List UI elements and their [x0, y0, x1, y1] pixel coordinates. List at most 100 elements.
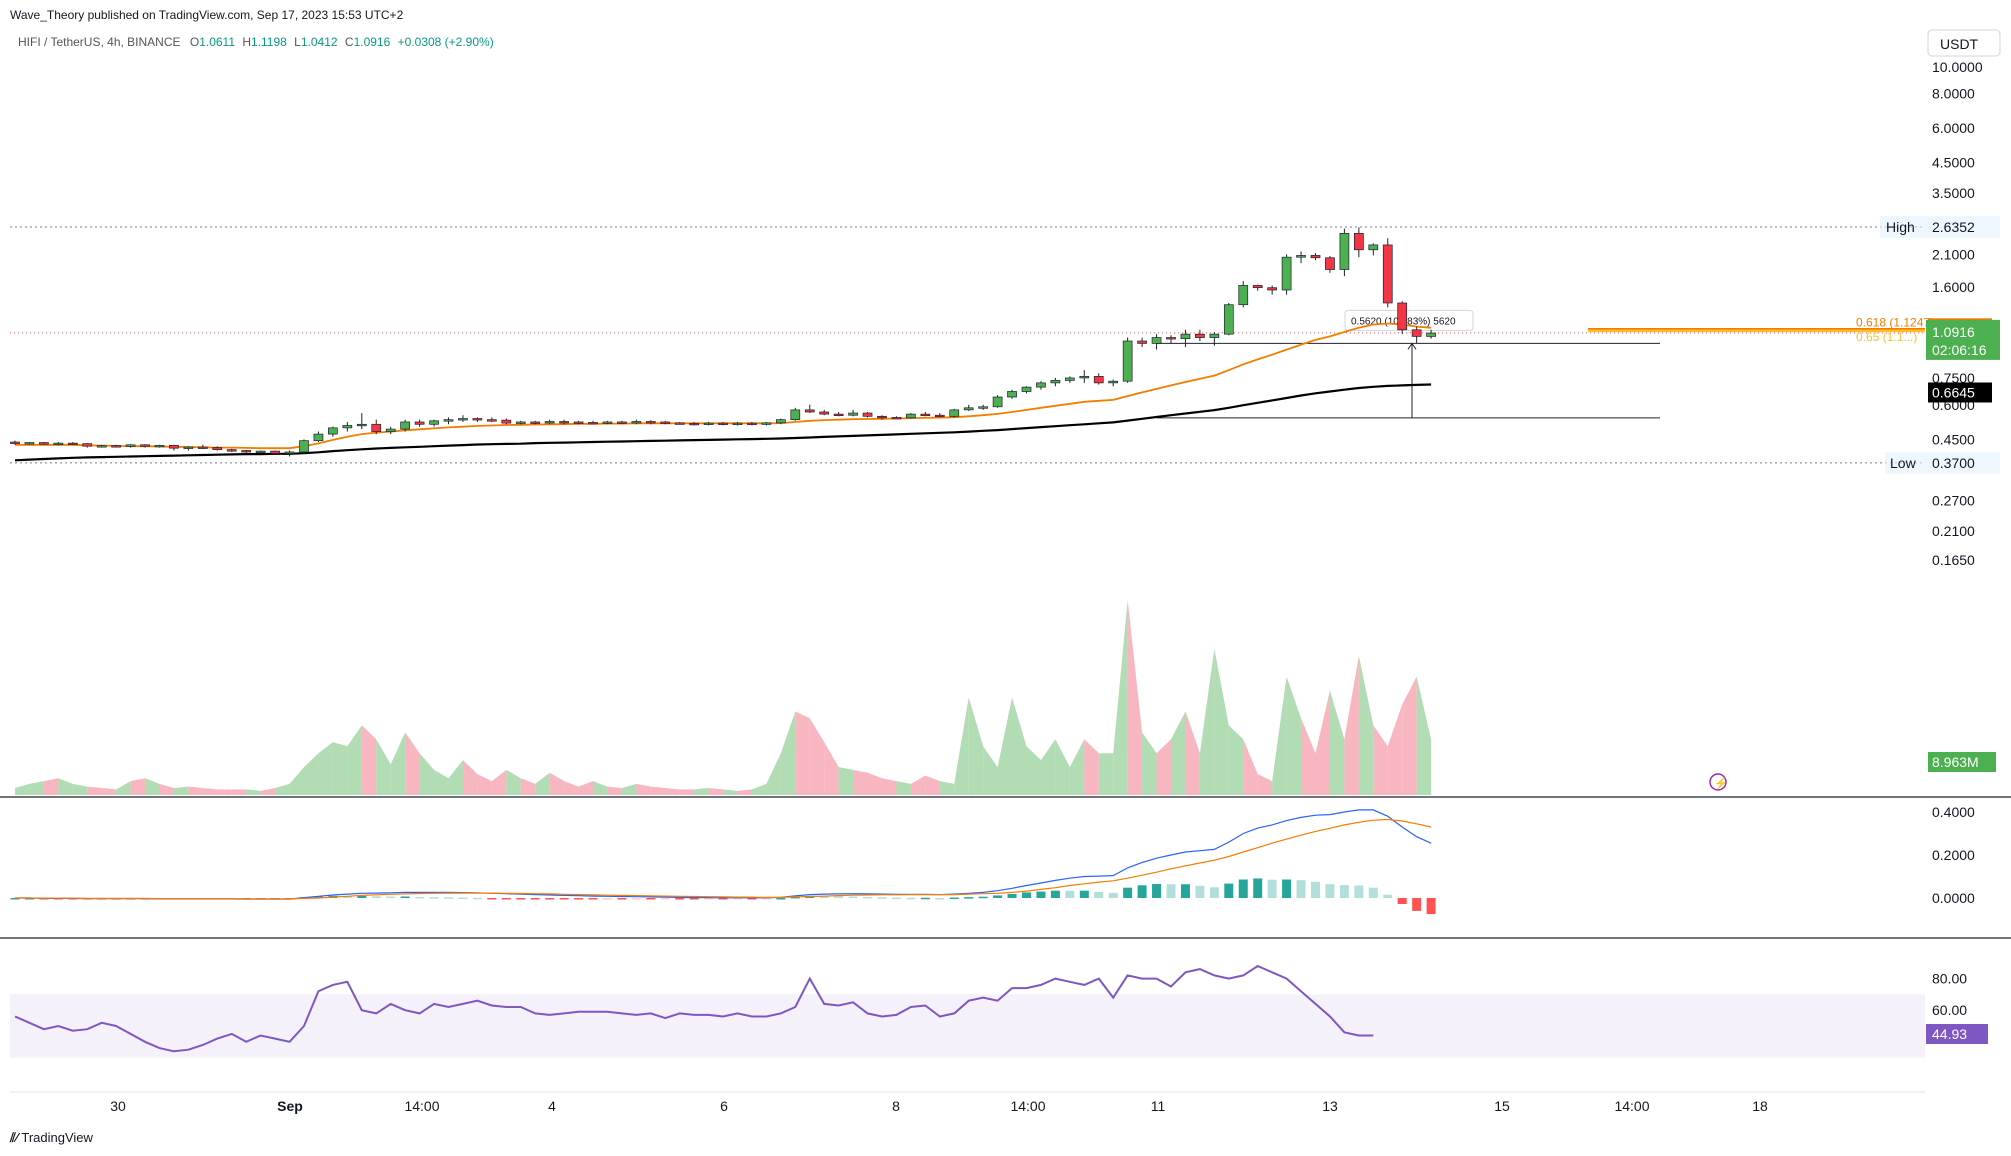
volume-segment: [318, 742, 333, 795]
price-tick-label: 4.5000: [1932, 155, 1975, 171]
candle: [1267, 285, 1278, 295]
candle-body: [645, 421, 656, 424]
macd-histogram-bar: [834, 896, 844, 898]
volume-segment: [1084, 739, 1099, 795]
macd-histogram-bar: [588, 898, 598, 900]
volume-segment: [1272, 676, 1287, 795]
volume-segment: [867, 772, 882, 795]
candle: [1180, 329, 1191, 348]
candle-body: [356, 423, 367, 427]
candle-body: [920, 413, 931, 416]
candle-body: [183, 446, 194, 449]
symbol-name: HIFI / TetherUS, 4h, BINANCE: [18, 35, 181, 49]
candle-body: [761, 422, 772, 425]
fib-65-label: 0.65 (1.1...): [1856, 330, 1917, 344]
low-value: 1.0412: [300, 35, 338, 49]
macd-histogram-bar: [1180, 884, 1190, 898]
macd-histogram-bar: [877, 897, 887, 899]
volume-segment: [1113, 600, 1128, 795]
macd-histogram-bar: [1253, 878, 1263, 898]
candle-body: [1166, 337, 1176, 340]
macd-histogram-bar: [458, 897, 468, 900]
price-tick-label: 0.1650: [1932, 552, 1975, 568]
macd-tick-label: 0.4000: [1932, 804, 1975, 820]
candle-body: [400, 421, 410, 430]
macd-histogram-bar: [1036, 891, 1046, 898]
last-price-tag: 1.0916: [1932, 324, 1975, 340]
candle-body: [270, 450, 280, 454]
candle: [992, 395, 1003, 408]
candle-body: [241, 450, 252, 453]
volume-segment: [419, 753, 435, 795]
candle: [1036, 381, 1046, 390]
candle-body: [487, 419, 497, 422]
candle-body: [1007, 391, 1017, 398]
macd-histogram-bar: [342, 895, 352, 898]
candle-body: [978, 406, 989, 409]
volume-segment: [853, 769, 868, 795]
candle: [559, 419, 569, 425]
ema-black-line: [14, 383, 1432, 462]
volume-segment: [1315, 690, 1330, 795]
candle-body: [443, 419, 454, 422]
candle: [1296, 251, 1306, 264]
candle: [761, 421, 772, 426]
candle-body: [862, 412, 873, 417]
high-tag-label: High: [1886, 219, 1915, 235]
volume-segment: [405, 732, 420, 795]
macd-histogram-bar: [487, 898, 497, 900]
volume-segment: [1301, 718, 1316, 795]
volume-segment: [679, 789, 695, 795]
macd-histogram-bar: [689, 898, 699, 900]
volume-segment: [1185, 711, 1200, 795]
candle-body: [674, 422, 685, 425]
candle-body: [703, 422, 714, 425]
rsi-tick-label: 60.00: [1932, 1002, 1967, 1018]
macd-histogram-bar: [935, 898, 945, 900]
tradingview-logo[interactable]: ⫽⁄ TradingView: [10, 1130, 93, 1146]
candle: [747, 421, 757, 426]
candle: [1151, 334, 1162, 350]
candle: [848, 409, 858, 417]
candle: [1325, 256, 1335, 273]
low-tag-bg: [1885, 451, 2000, 474]
macd-histogram-bar: [1238, 879, 1248, 898]
candle: [1411, 326, 1422, 344]
candle-body: [804, 409, 815, 413]
candle-body: [1036, 382, 1046, 388]
volume-segment: [925, 775, 940, 795]
candle: [226, 448, 237, 452]
candle-body: [660, 421, 671, 424]
candle: [1353, 227, 1364, 258]
macd-histogram-bar: [1311, 881, 1320, 898]
volume-segment: [347, 725, 362, 795]
candle: [1397, 301, 1408, 335]
candle-body: [544, 421, 555, 424]
time-tick-label: 14:00: [1614, 1098, 1649, 1114]
volume-segment: [607, 786, 622, 795]
volume-segment: [809, 718, 825, 795]
volume-segment: [304, 753, 319, 795]
tradingview-icon: ⫽⁄: [10, 1130, 18, 1145]
candle-body: [1252, 285, 1263, 289]
candle: [111, 444, 122, 448]
volume-segment: [145, 778, 160, 795]
time-tick-label: 13: [1322, 1098, 1338, 1114]
candle: [140, 444, 150, 448]
candle-body: [82, 443, 93, 447]
macd-histogram-bar: [718, 898, 728, 900]
candle: [501, 418, 512, 425]
volume-segment: [246, 789, 261, 795]
volume-segment: [231, 789, 247, 795]
macd-histogram-bar: [949, 897, 959, 900]
macd-histogram-bar: [1065, 890, 1075, 898]
candle: [53, 442, 64, 446]
volume-segment: [1127, 600, 1143, 795]
candle: [1064, 376, 1075, 383]
rsi-value-tag: 44.93: [1932, 1026, 1967, 1042]
macd-histogram-bar: [444, 897, 453, 899]
candle: [1382, 238, 1393, 308]
time-tick-label: 8: [892, 1098, 900, 1114]
candle-body: [1267, 287, 1278, 291]
